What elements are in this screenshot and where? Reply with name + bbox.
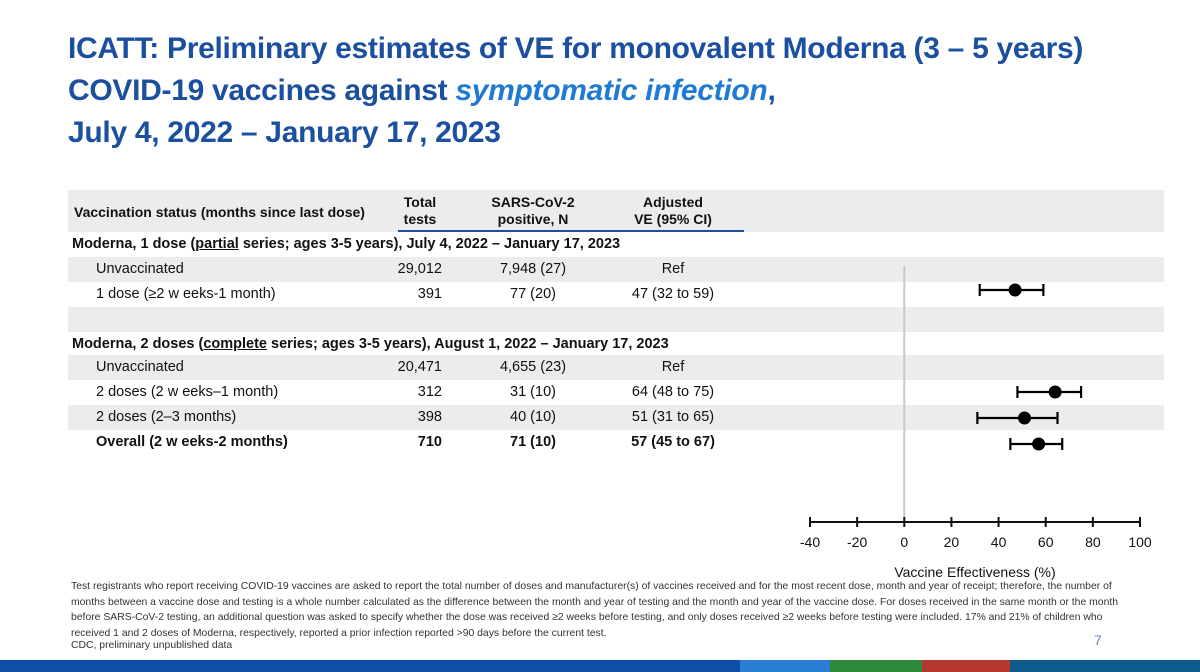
footnote: Test registrants who report receiving CO… (71, 581, 1119, 639)
header-positive-line1: SARS-CoV-2 (491, 194, 575, 210)
title-line-2-post: , (767, 74, 776, 107)
x-tick-label: 0 (900, 534, 908, 550)
footer-bar-segment (740, 660, 830, 672)
row-positive: 77 (20) (510, 286, 556, 302)
header-underline (398, 230, 744, 232)
row-label: Overall (2 w eeks-2 months) (96, 434, 288, 450)
section-2-pre: Moderna, 2 doses ( (72, 336, 204, 352)
x-axis-label: Vaccine Effectiveness (%) (894, 564, 1055, 580)
header-total-line2: tests (403, 211, 437, 227)
title-highlight: symptomatic infection (455, 74, 768, 107)
section-2-label: Moderna, 2 doses (complete series; ages … (72, 332, 669, 357)
row-ve: 51 (31 to 65) (631, 409, 715, 425)
title-line-3: July 4, 2022 – January 17, 2023 (68, 116, 501, 149)
header-positive: SARS-CoV-2 positive, N (483, 194, 583, 228)
header-ve-line1: Adjusted (643, 194, 703, 210)
row-ve: 64 (48 to 75) (631, 384, 715, 400)
header-total-line1: Total (403, 194, 437, 210)
row-label: 1 dose (≥2 w eeks-1 month) (96, 286, 276, 302)
section-header-2: Moderna, 2 doses (complete series; ages … (68, 332, 1164, 357)
row-ve: Ref (661, 359, 685, 375)
section-1-pre: Moderna, 1 dose ( (72, 236, 196, 252)
section-1-post: series; ages 3-5 years), July 4, 2022 – … (238, 236, 621, 252)
row-total: 710 (417, 434, 442, 450)
source-note: CDC, preliminary unpublished data (71, 640, 233, 651)
row-ve: Ref (661, 261, 685, 277)
header-ve: Adjusted VE (95% CI) (613, 194, 733, 228)
row-ve: 57 (45 to 67) (631, 434, 715, 450)
row-positive: 71 (10) (510, 434, 556, 450)
row-label: 2 doses (2 w eeks–1 month) (96, 384, 279, 400)
row-label: Unvaccinated (96, 359, 184, 375)
footer-bar-segment (830, 660, 922, 672)
section-1-underlined: partial (195, 236, 239, 252)
title-line-2-pre: COVID-19 vaccines against (68, 74, 456, 107)
row-positive: 40 (10) (510, 409, 556, 425)
row-positive: 7,948 (27) (499, 261, 567, 277)
title-line-1: ICATT: Preliminary estimates of VE for m… (68, 32, 1084, 65)
x-tick-label: 60 (1038, 534, 1054, 550)
x-tick-label: 20 (944, 534, 960, 550)
table-row: 2 doses (2 w eeks–1 month) 312 31 (10) 6… (68, 380, 1164, 405)
section-1-label: Moderna, 1 dose (partial series; ages 3-… (72, 232, 620, 257)
x-tick-label: 100 (1128, 534, 1152, 550)
row-total: 391 (417, 286, 442, 302)
footer-bar-segment (1010, 660, 1200, 672)
row-total: 29,012 (397, 261, 442, 277)
header-ve-line2: VE (95% CI) (634, 211, 712, 227)
section-header-1: Moderna, 1 dose (partial series; ages 3-… (68, 232, 1164, 257)
table-row: Unvaccinated 29,012 7,948 (27) Ref (68, 257, 1164, 282)
header-total: Total tests (386, 194, 454, 228)
table-row: Unvaccinated 20,471 4,655 (23) Ref (68, 355, 1164, 380)
header-positive-line2: positive, N (497, 211, 569, 227)
row-label: Unvaccinated (96, 261, 184, 277)
table-row: 2 doses (2–3 months) 398 40 (10) 51 (31 … (68, 405, 1164, 430)
row-total: 398 (417, 409, 442, 425)
row-ve: 47 (32 to 59) (631, 286, 715, 302)
spacer-row (68, 307, 1164, 332)
title-line-2: COVID-19 vaccines against symptomatic in… (68, 70, 1178, 112)
header-status: Vaccination status (months since last do… (74, 204, 365, 220)
table-row: 1 dose (≥2 w eeks-1 month) 391 77 (20) 4… (68, 282, 1164, 307)
section-2-post: series; ages 3-5 years), August 1, 2022 … (267, 336, 669, 352)
x-tick-label: -40 (800, 534, 820, 550)
row-total: 20,471 (397, 359, 442, 375)
row-positive: 4,655 (23) (499, 359, 567, 375)
slide-title: ICATT: Preliminary estimates of VE for m… (68, 28, 1178, 154)
footer-bar-segment (922, 660, 1010, 672)
x-tick-label: 80 (1085, 534, 1101, 550)
table-row-overall: Overall (2 w eeks-2 months) 710 71 (10) … (68, 430, 1164, 455)
row-positive: 31 (10) (510, 384, 556, 400)
row-label: 2 doses (2–3 months) (96, 409, 237, 425)
footer-bar-segment (0, 660, 740, 672)
page-number: 7 (1094, 632, 1102, 648)
section-2-underlined: complete (203, 336, 268, 352)
x-tick-label: -20 (847, 534, 867, 550)
row-total: 312 (417, 384, 442, 400)
x-tick-label: 40 (991, 534, 1007, 550)
table-header: Vaccination status (months since last do… (68, 190, 1164, 232)
